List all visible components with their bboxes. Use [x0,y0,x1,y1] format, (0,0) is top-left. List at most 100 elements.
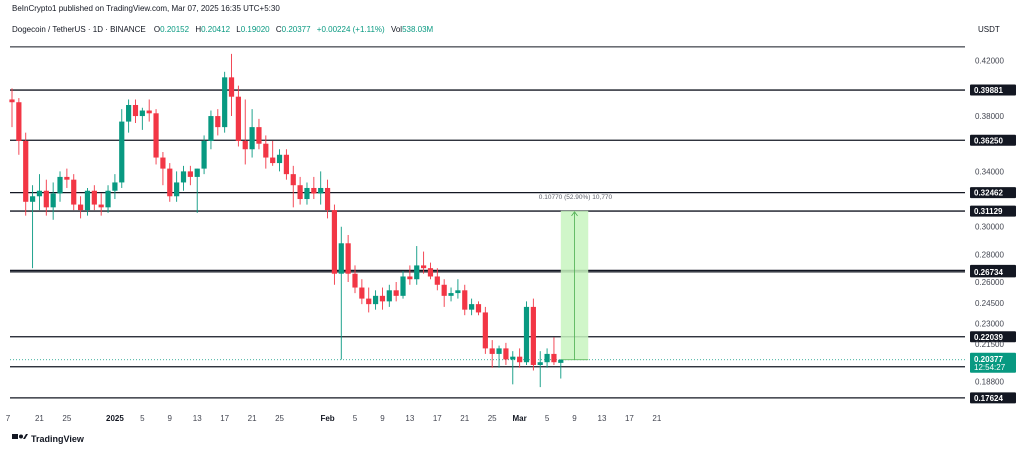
candle-body-48 [338,243,344,274]
level-label-6: 0.22039 [974,333,1003,342]
y-tick-label-2: 0.34000 [975,167,1004,176]
candle-body-14 [105,190,111,208]
candle-body-35 [249,127,255,150]
candle-body-13 [98,204,104,208]
x-tick-label-5: 9 [168,414,173,423]
level-label-2: 0.32462 [974,189,1003,198]
candle-body-16 [119,121,125,183]
volume-label: Vol [391,25,402,34]
y-tick-label-0: 0.42000 [975,57,1004,66]
candle-body-41 [290,174,296,186]
candle-body-44 [311,187,317,194]
x-tick-label-15: 21 [460,414,469,423]
x-tick-label-19: 9 [572,414,577,423]
x-tick-label-12: 9 [380,414,385,423]
candle-body-58 [407,276,413,280]
low-value: 0.19020 [241,25,270,34]
y-tick-label-4: 0.28000 [975,250,1004,259]
candle-body-45 [318,187,324,194]
candle-body-0 [9,99,15,103]
x-tick-label-2: 25 [62,414,71,423]
candle-body-21 [153,113,159,158]
level-label-8: 0.17624 [974,394,1003,403]
low-label: L [236,25,241,34]
price-axis[interactable]: 0.398810.362500.324620.311290.268380.267… [970,57,1016,404]
tradingview-logo: TradingView [12,434,85,444]
publisher-line: BeInCrypto1 published on TradingView.com… [12,4,280,13]
candle-body-3 [29,196,36,202]
candle-body-57 [400,276,406,296]
x-tick-label-14: 17 [433,414,442,423]
measure-label: 0.10770 (52.90%) 10,770 [539,194,613,201]
candle-body-32 [228,77,235,97]
candle-body-70 [489,348,495,354]
x-tick-label-0: 7 [6,414,11,423]
level-label-5: 0.26734 [974,268,1003,277]
x-tick-label-8: 21 [248,414,257,423]
y-tick-label-3: 0.30000 [975,223,1004,232]
open-value: 0.20152 [160,25,189,34]
candle-body-40 [283,154,289,175]
measure-arrow-head [571,211,578,217]
candle-body-6 [50,193,56,208]
level-label-bg-6 [970,331,1016,343]
y-tick-label-9: 0.18800 [975,378,1004,387]
x-tick-label-7: 17 [220,414,229,423]
x-tick-label-22: 21 [652,414,661,423]
candle-body-24 [174,182,180,197]
candle-body-56 [393,290,399,296]
y-tick-label-8: 0.21500 [975,340,1004,349]
candle-body-65 [455,290,461,294]
level-label-bg-1 [970,134,1016,146]
candle-body-4 [36,190,43,197]
last-price-label: 0.20377 [974,355,1003,364]
level-label-bg-8 [970,392,1016,404]
candle-body-64 [448,293,454,296]
candle-body-80 [558,359,564,363]
change-value: +0.00224 (+1.11%) [317,25,385,34]
candle-body-10 [78,204,84,211]
candle-body-79 [551,353,557,363]
candle-body-49 [345,243,351,274]
candle-body-52 [366,298,372,305]
candle-body-25 [180,171,187,183]
candle-body-66 [462,290,468,310]
tv-logo-icon [12,434,18,439]
ohlc-header: Dogecoin / TetherUS · 1D · BINANCE O0.20… [12,25,434,34]
x-tick-label-16: 25 [488,414,497,423]
tv-logo-stroke [23,434,28,439]
candle-body-18 [132,104,139,117]
candle-body-47 [331,210,338,274]
level-label-bg-5 [970,266,1016,278]
candle-body-22 [160,157,166,169]
brand-name: TradingView [31,434,85,444]
candle-body-2 [23,140,29,202]
currency-label: USDT [978,25,1000,34]
x-tick-label-20: 13 [598,414,607,423]
candle-body-29 [208,116,214,141]
y-tick-label-5: 0.26000 [975,278,1004,287]
candle-body-50 [352,273,358,288]
candle-body-27 [194,168,200,177]
level-label-bg-2 [970,187,1016,199]
symbol-name: Dogecoin / TetherUS · 1D · BINANCE [12,25,146,34]
high-value: 0.20412 [201,25,230,34]
candle-body-76 [530,306,536,365]
time-axis[interactable]: 7 21 25 2025 5 9 13 17 21 25 Feb 5 9 13 17 21 25 Mar 5 9 13 1… [6,414,662,423]
y-tick-label-6: 0.24500 [975,299,1004,308]
measure-tool[interactable]: 0.10770 (52.90%) 10,770 [539,194,613,361]
candle-body-59 [414,265,420,280]
x-tick-label-21: 17 [625,414,634,423]
candle-body-11 [84,190,91,211]
level-label-3: 0.31129 [974,207,1003,216]
candle-body-73 [510,356,516,360]
candle-body-28 [201,140,207,169]
candle-body-7 [57,176,63,194]
countdown-label: 12:54:27 [974,363,1006,372]
candle-body-31 [222,77,228,128]
candle-body-30 [215,116,221,128]
x-tick-label-4: 5 [140,414,145,423]
candle-body-23 [167,168,173,197]
